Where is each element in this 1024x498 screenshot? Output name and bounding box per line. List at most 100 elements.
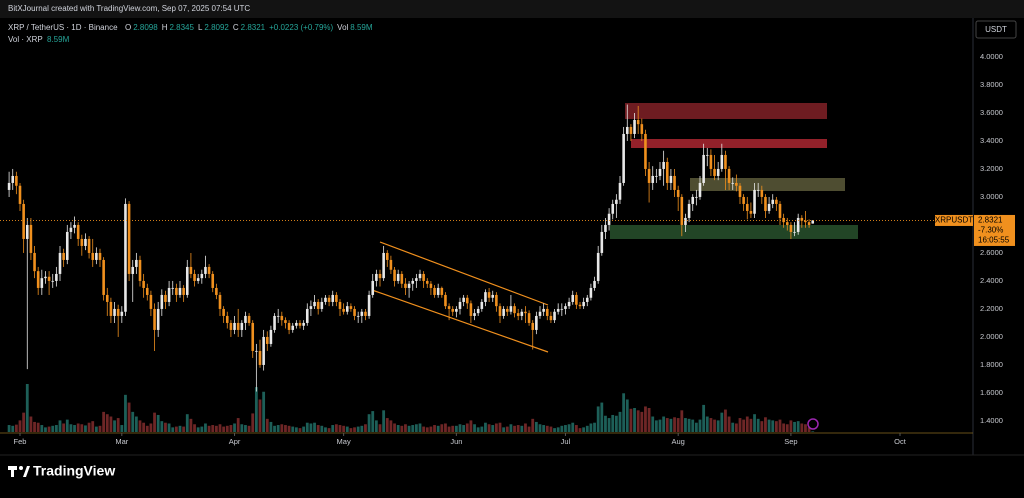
- volume-bar: [73, 425, 76, 432]
- price-label-change: -7.30%: [978, 226, 1003, 235]
- volume-bar: [549, 426, 553, 432]
- volume-bar: [22, 412, 26, 432]
- volume-bar: [214, 425, 218, 432]
- volume-bar: [91, 421, 95, 432]
- volume-bar: [174, 426, 178, 432]
- volume-bar: [334, 424, 338, 432]
- volume-bar: [778, 419, 782, 432]
- volume-bar: [502, 427, 506, 432]
- volume-bar: [418, 423, 422, 432]
- volume-bar: [258, 399, 262, 432]
- candle-body: [345, 306, 349, 312]
- candle-body: [455, 308, 458, 312]
- candle-body: [775, 199, 778, 204]
- candle-body: [25, 224, 29, 239]
- demand-zone: [610, 225, 858, 239]
- y-tick-label: 3.2000: [980, 164, 1003, 173]
- unit-box[interactable]: [975, 20, 1017, 39]
- volume-bar: [484, 422, 487, 432]
- volume-bar: [673, 417, 676, 432]
- volume-bar: [84, 425, 87, 432]
- candle-body: [156, 308, 160, 330]
- volume-bar: [458, 424, 462, 432]
- candle-body: [138, 259, 142, 281]
- volume-bar: [614, 415, 618, 432]
- candle-body: [65, 231, 69, 260]
- candle-body: [244, 315, 247, 323]
- candle-layer: [0, 104, 972, 392]
- candle-body: [305, 308, 309, 323]
- price-label-value: 2.8321: [978, 216, 1003, 225]
- volume-bar: [262, 391, 266, 432]
- volume-bar: [87, 422, 91, 432]
- volume-bar: [62, 423, 66, 432]
- volume-bar: [302, 426, 306, 432]
- candle-body: [109, 301, 113, 316]
- candle-body: [327, 297, 331, 302]
- candle-body: [204, 266, 207, 274]
- volume-bar: [596, 406, 600, 432]
- volume-bar: [600, 402, 604, 432]
- volume-bar: [178, 425, 182, 432]
- volume-bar: [734, 423, 738, 432]
- volume-bar: [694, 422, 698, 432]
- volume-bar: [102, 411, 106, 432]
- volume-bar: [811, 431, 815, 432]
- x-tick-label: Feb: [14, 437, 27, 446]
- volume-bar: [254, 387, 258, 432]
- volume-bar: [51, 425, 55, 432]
- volume-layer: [7, 384, 815, 432]
- candle-body: [338, 301, 342, 309]
- volume-bar: [331, 425, 335, 432]
- candle-body: [105, 294, 109, 302]
- volume-bar: [244, 425, 247, 432]
- volume-bar: [120, 425, 124, 432]
- x-tick-label: Jul: [561, 437, 571, 446]
- volume-bar: [280, 424, 284, 432]
- volume-bar: [691, 419, 695, 432]
- volume-bar: [364, 424, 367, 432]
- volume-bar: [800, 423, 804, 432]
- candle-body: [720, 154, 724, 169]
- candle-body: [465, 297, 469, 304]
- volume-bar: [425, 427, 429, 432]
- candle-body: [676, 189, 680, 197]
- x-tick-label: Apr: [229, 437, 241, 446]
- candle-body: [247, 315, 251, 323]
- price-label: XRPUSDT 2.8321 -7.30% 16:05:55: [935, 214, 1015, 246]
- candle-body: [615, 199, 618, 204]
- volume-bar: [669, 418, 673, 432]
- price-label-countdown: 16:05:55: [978, 236, 1010, 245]
- candle-body: [193, 273, 196, 281]
- volume-bar: [422, 426, 426, 432]
- volume-bar: [98, 425, 102, 432]
- volume-bar: [345, 426, 349, 432]
- price-label-symbol-bg: [935, 214, 973, 226]
- candle-body: [382, 252, 385, 279]
- volume-bar: [113, 420, 116, 432]
- volume-bar: [233, 423, 236, 432]
- candle-body: [695, 196, 698, 198]
- event-icon[interactable]: [807, 418, 819, 430]
- y-tick-label: 3.6000: [980, 108, 1003, 117]
- volume-bar: [240, 424, 244, 432]
- candle-body: [415, 278, 418, 281]
- volume-bar: [396, 425, 400, 432]
- logo-mark: [23, 466, 30, 477]
- volume-bar: [665, 418, 669, 432]
- candle-body: [407, 283, 411, 288]
- candle-body: [691, 196, 695, 204]
- candle-body: [11, 175, 15, 183]
- candle-body: [753, 189, 756, 214]
- candle-body: [811, 220, 815, 224]
- volume-bar: [527, 426, 531, 432]
- volume-bar: [534, 421, 538, 432]
- volume-bar: [658, 419, 662, 432]
- volume-bar: [367, 414, 371, 432]
- candle-body: [218, 294, 222, 309]
- candle-body: [375, 273, 378, 281]
- candle-body: [80, 238, 84, 246]
- candle-body: [535, 315, 538, 330]
- candle-body: [113, 308, 116, 316]
